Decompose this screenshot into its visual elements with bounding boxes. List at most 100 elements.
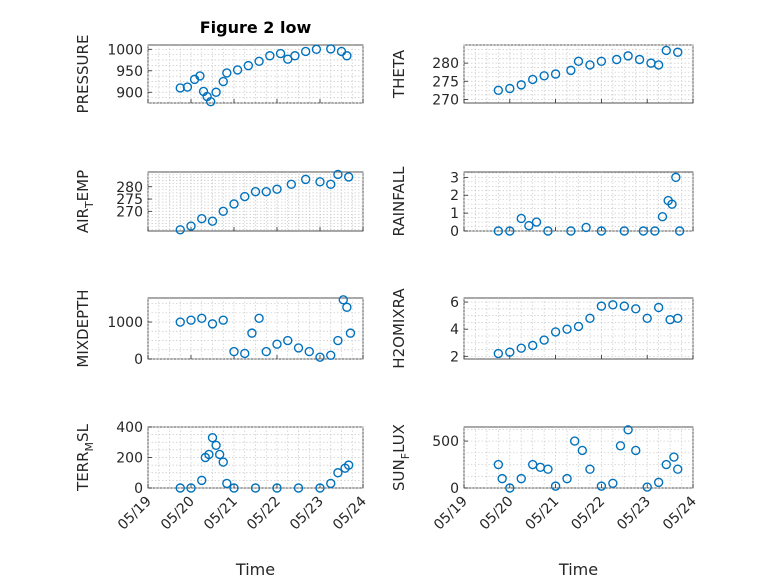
data-point <box>505 347 515 357</box>
data-point <box>218 457 228 467</box>
subplot-pressure: 900 950 1000 PRESSURE Figure 2 low <box>74 18 364 113</box>
data-point <box>182 82 193 92</box>
data-point <box>315 352 325 362</box>
y-axis-label: MIXDEPTH <box>74 289 92 367</box>
data-point <box>275 48 286 59</box>
subplot-theta: 270 275 280 THETA <box>390 44 694 108</box>
data-point <box>528 340 538 351</box>
data-point <box>315 483 325 493</box>
subplot-mixdepth: 0 1000 MIXDEPTH <box>74 289 364 368</box>
data-point <box>218 206 228 217</box>
data-point <box>175 83 185 93</box>
data-point <box>661 459 671 470</box>
data-point <box>674 226 685 236</box>
data-point <box>197 214 207 224</box>
data-point <box>516 473 526 484</box>
data-point <box>543 226 553 236</box>
data-point <box>657 211 668 222</box>
data-point <box>673 47 683 57</box>
data-point <box>222 478 232 489</box>
data-point <box>300 46 311 57</box>
data-point <box>653 60 664 70</box>
chart-title: Figure 2 low <box>200 18 312 37</box>
data-point <box>596 301 607 311</box>
y-tick-label: 200 <box>116 451 143 467</box>
data-point <box>493 459 504 470</box>
data-point <box>661 45 671 56</box>
data-point <box>261 346 271 357</box>
subplot-rainfall: 0 1 2 3 RAINFALL <box>390 166 694 240</box>
y-tick-label: 270 <box>116 204 143 220</box>
y-tick-label: 4 <box>450 322 459 338</box>
data-point <box>562 473 572 484</box>
y-tick-label: 1000 <box>107 42 143 58</box>
data-point <box>304 346 314 357</box>
data-point <box>566 226 576 236</box>
data-point <box>608 300 618 310</box>
data-point <box>642 482 652 492</box>
y-axis-label: RAINFALL <box>390 166 408 237</box>
data-point <box>623 425 633 435</box>
data-point <box>229 199 239 209</box>
data-point <box>611 54 622 65</box>
data-point <box>650 226 660 236</box>
y-tick-label: 1000 <box>107 315 143 331</box>
data-point <box>175 483 185 493</box>
data-point <box>566 65 576 76</box>
y-tick-label: 275 <box>116 192 143 208</box>
data-point <box>240 191 250 202</box>
data-point <box>573 321 584 332</box>
data-point <box>265 51 275 61</box>
data-point <box>333 468 343 478</box>
data-point <box>562 324 572 334</box>
data-point <box>343 460 354 470</box>
data-point <box>619 226 629 236</box>
data-point <box>543 464 553 474</box>
data-point <box>333 169 343 180</box>
y-tick-label: 1 <box>450 206 459 222</box>
data-point <box>505 226 515 236</box>
data-point <box>671 172 681 183</box>
data-point <box>222 68 232 78</box>
data-point <box>493 85 504 96</box>
data-point <box>229 346 239 357</box>
data-point <box>528 74 538 85</box>
data-point <box>175 317 185 327</box>
data-point <box>250 483 261 493</box>
data-point <box>195 71 205 81</box>
data-point <box>342 51 352 61</box>
data-point <box>345 328 356 338</box>
data-point <box>596 481 607 491</box>
data-point <box>577 445 588 456</box>
data-point <box>204 449 214 460</box>
data-point <box>175 225 185 235</box>
y-axis-label: TERRMSL <box>74 423 96 492</box>
data-point <box>186 315 196 325</box>
y-tick-label: 280 <box>432 56 459 72</box>
data-point <box>516 213 526 224</box>
y-tick-label: 0 <box>450 481 459 497</box>
data-point <box>642 313 652 324</box>
data-point <box>493 226 504 236</box>
data-point <box>615 441 626 451</box>
data-point <box>653 477 664 488</box>
data-point <box>229 483 239 493</box>
data-point <box>619 301 629 311</box>
y-tick-label: 0 <box>134 481 143 497</box>
data-point <box>550 481 561 491</box>
y-axis-label: SUNFLUX <box>390 424 412 491</box>
data-point <box>673 313 683 324</box>
data-point <box>272 184 282 194</box>
y-tick-label: 0 <box>450 224 459 240</box>
data-point <box>516 343 526 353</box>
data-point <box>293 483 304 493</box>
y-tick-label: 500 <box>432 434 459 450</box>
data-point <box>516 80 526 90</box>
data-point <box>207 432 218 443</box>
data-point <box>218 76 228 87</box>
data-point <box>550 69 561 79</box>
y-axis-label: H2OMIXRA <box>390 288 408 369</box>
y-tick-label: 275 <box>432 74 459 90</box>
